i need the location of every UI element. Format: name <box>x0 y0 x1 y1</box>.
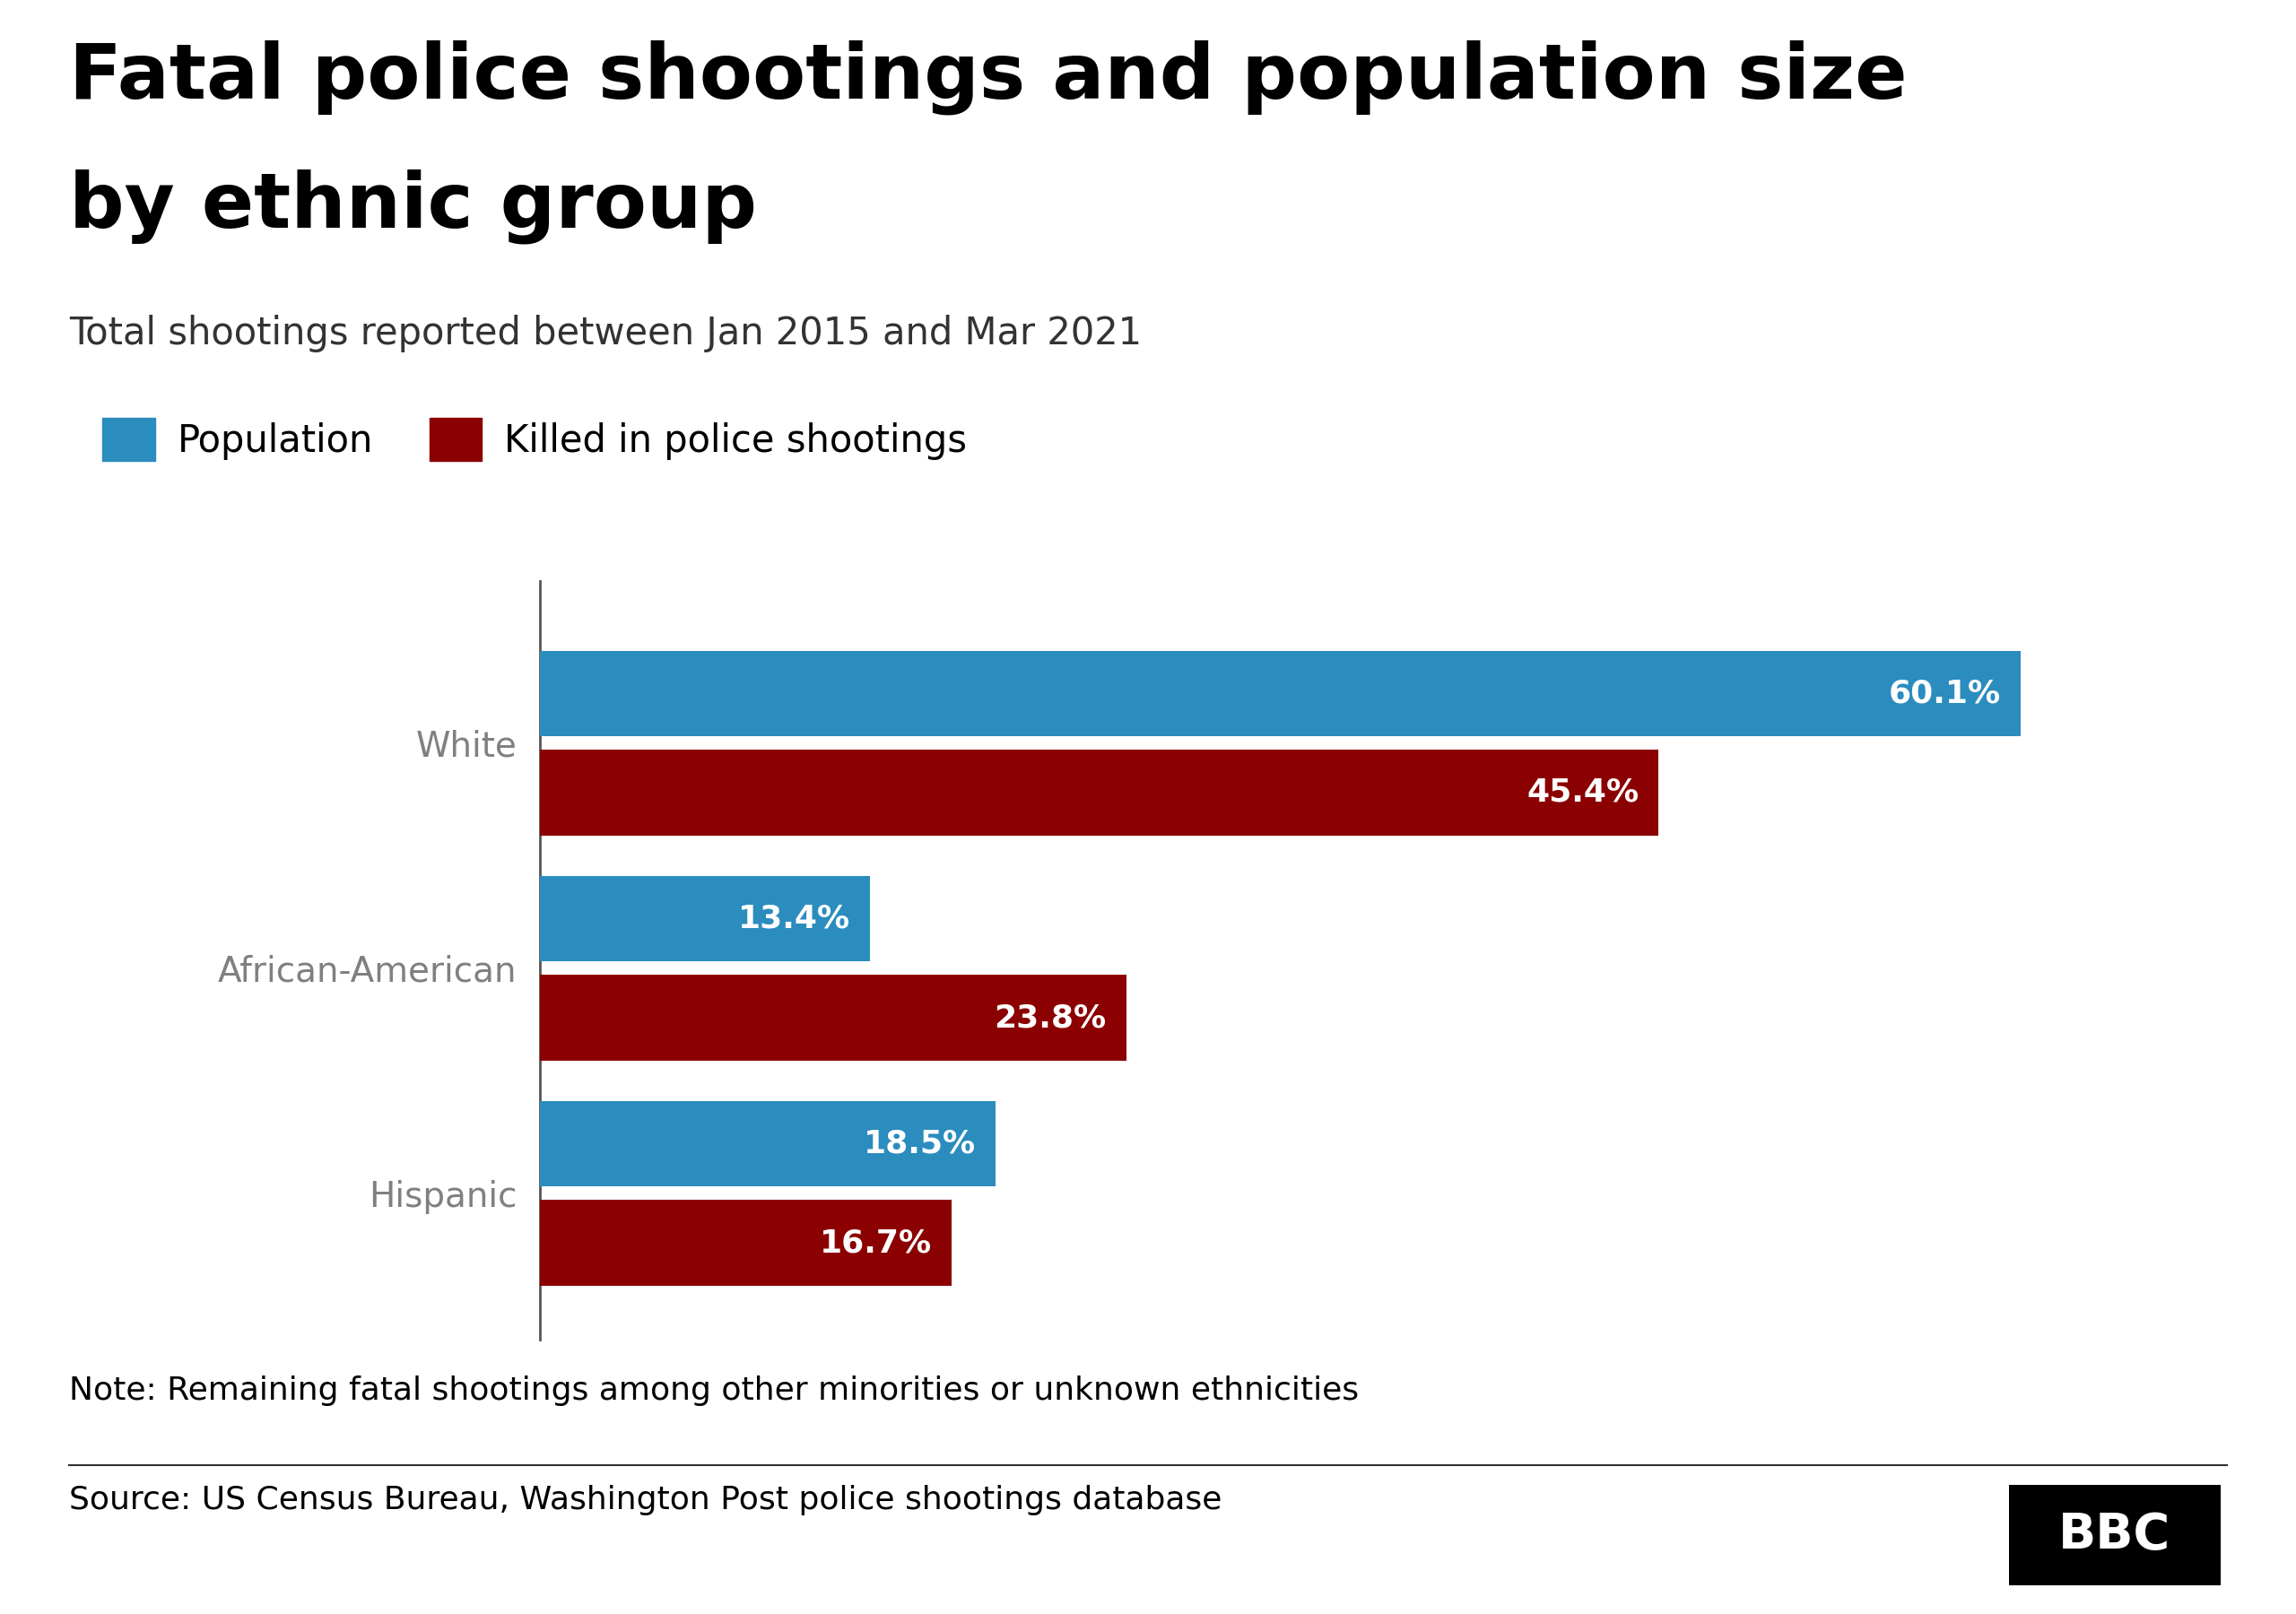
Bar <box>540 1201 951 1286</box>
Text: 18.5%: 18.5% <box>863 1128 976 1159</box>
Text: BBC: BBC <box>2060 1511 2170 1559</box>
Bar <box>540 751 1658 836</box>
Text: Note: Remaining fatal shootings among other minorities or unknown ethnicities: Note: Remaining fatal shootings among ot… <box>69 1375 1359 1406</box>
Text: 13.4%: 13.4% <box>737 904 850 935</box>
Text: 45.4%: 45.4% <box>1527 778 1639 809</box>
Text: Fatal police shootings and population size: Fatal police shootings and population si… <box>69 40 1908 115</box>
Text: 23.8%: 23.8% <box>994 1002 1107 1033</box>
Bar <box>540 1101 996 1186</box>
Text: 60.1%: 60.1% <box>1890 678 2002 709</box>
Bar <box>540 650 2020 736</box>
Text: by ethnic group: by ethnic group <box>69 169 758 244</box>
Legend: Population, Killed in police shootings: Population, Killed in police shootings <box>87 404 983 476</box>
Text: 16.7%: 16.7% <box>820 1228 932 1257</box>
Bar <box>540 876 870 962</box>
Bar <box>540 975 1125 1060</box>
Text: Source: US Census Bureau, Washington Post police shootings database: Source: US Census Bureau, Washington Pos… <box>69 1485 1221 1516</box>
Text: Total shootings reported between Jan 2015 and Mar 2021: Total shootings reported between Jan 201… <box>69 315 1141 352</box>
